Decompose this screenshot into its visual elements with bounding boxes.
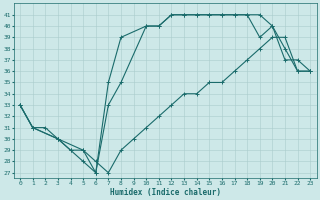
X-axis label: Humidex (Indice chaleur): Humidex (Indice chaleur) bbox=[110, 188, 220, 197]
